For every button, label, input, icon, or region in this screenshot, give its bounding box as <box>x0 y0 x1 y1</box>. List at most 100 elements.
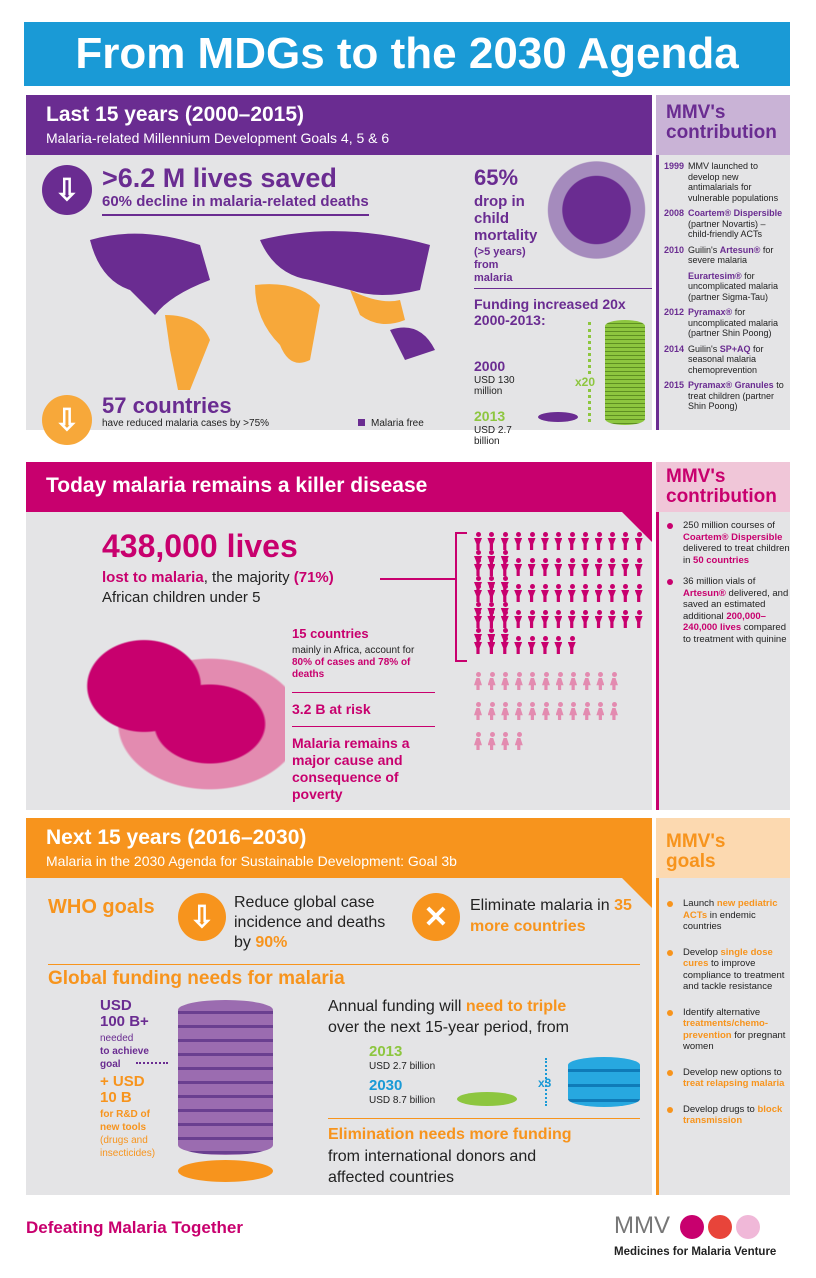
year-2013-b: 2013 <box>369 1043 403 1060</box>
section3-subtitle: Malaria in the 2030 Agenda for Sustainab… <box>46 853 457 869</box>
person-icon <box>594 558 604 576</box>
person-icon <box>527 636 537 654</box>
person-icon <box>540 584 550 602</box>
timeline-pre: Guilin's <box>688 244 720 255</box>
countries-15-bold: 80% of cases and 78% of deaths <box>292 657 411 680</box>
person-female-icon <box>500 672 511 690</box>
countries-15: 15 countries <box>292 626 369 641</box>
pictogram-row-male <box>473 532 653 558</box>
person-icon <box>553 610 563 628</box>
bullet-b: Coartem® Dispersible <box>683 531 783 543</box>
person-female-icon <box>514 702 525 720</box>
timeline-text: Pyramax® Granules to treat children (par… <box>688 380 787 412</box>
person-icon <box>634 584 644 602</box>
value-2030: USD 8.7 billion <box>369 1095 436 1106</box>
person-female-icon <box>595 702 606 720</box>
mmv-timeline: 1999 MMV launched to develop new antimala… <box>656 155 790 430</box>
mmv-logo: MMV <box>614 1212 670 1239</box>
person-icon <box>473 628 483 646</box>
person-icon <box>513 532 523 550</box>
annual-b: need to triple <box>465 998 567 1015</box>
mmv-contribution-title-2: MMV's contribution <box>666 466 777 507</box>
person-icon <box>486 628 496 646</box>
year-2030: 2030 <box>369 1077 403 1094</box>
pictogram-row-male <box>473 636 653 662</box>
person-icon <box>486 584 496 602</box>
timeline-year: 2010 <box>664 244 685 255</box>
goal-c: in endemic countries <box>683 909 756 933</box>
map-legend: Malaria free <box>358 418 424 429</box>
person-female-icon <box>487 732 498 750</box>
child-pct: 65% <box>474 165 519 190</box>
person-female-icon <box>500 732 511 750</box>
person-icon <box>580 610 590 628</box>
goal-item: Develop drugs to block transmission <box>659 1104 790 1127</box>
pictogram-row-female <box>473 732 653 762</box>
annual-line-1: Annual funding will need to triple <box>328 996 648 1017</box>
section3-title: Next 15 years (2016–2030) <box>46 826 307 849</box>
person-icon <box>473 610 483 628</box>
goal-a: Develop <box>683 946 721 958</box>
person-icon <box>500 576 510 594</box>
timeline-year: 2012 <box>664 307 685 317</box>
contribution-item: 250 million courses of Coartem® Dispersi… <box>659 520 790 566</box>
value-2000: USD 130 million <box>474 375 515 397</box>
annual-line-2: over the next 15-year period, from <box>328 1019 570 1036</box>
goal-eliminate-count: 35 more countries <box>470 897 632 935</box>
person-icon <box>500 636 510 654</box>
person-female-icon <box>527 702 538 720</box>
person-icon <box>540 532 550 550</box>
person-icon <box>553 584 563 602</box>
person-icon <box>634 532 644 550</box>
person-icon <box>607 558 617 576</box>
person-icon <box>527 558 537 576</box>
down-arrow-icon: ⇩ <box>42 165 92 215</box>
person-icon <box>567 610 577 628</box>
mmv-contribution-header-2: MMV's contribution <box>656 462 790 512</box>
goal-b: new pediatric ACTs <box>683 898 778 921</box>
goal-b: block transmission <box>683 1103 783 1127</box>
timeline-text: Pyramax® for uncomplicated malaria (part… <box>688 307 787 339</box>
person-female-icon <box>541 702 552 720</box>
section3-header: Next 15 years (2016–2030) Malaria in the… <box>26 818 652 878</box>
timeline-item: 2012 Pyramax® for uncomplicated malaria (… <box>664 307 787 339</box>
person-icon <box>620 558 630 576</box>
person-icon <box>540 636 550 654</box>
timeline-item: 2015 Pyramax® Granules to treat children … <box>664 380 787 412</box>
coin-2013-icon <box>457 1092 517 1106</box>
lives-lost: 438,000 lives <box>102 528 298 564</box>
person-icon <box>486 636 496 654</box>
person-icon <box>553 636 563 654</box>
year-2000: 2000 <box>474 358 506 374</box>
x-icon: ✕ <box>412 893 460 941</box>
value-2013-b: USD 2.7 billion <box>369 1061 436 1072</box>
mmv-contribution-header-1: MMV's contribution <box>656 95 790 155</box>
person-icon <box>607 610 617 628</box>
timeline-text: Guilin's SP+AQ for seasonal malaria chem… <box>688 344 787 376</box>
timeline-year: 1999 <box>664 161 685 171</box>
person-female-icon <box>609 702 620 720</box>
goal-b: treatments/chemo-prevention <box>683 1018 768 1041</box>
arrow-up-blue-icon <box>545 1058 547 1106</box>
person-female-icon <box>595 672 606 690</box>
arrow-right-icon <box>136 1062 168 1064</box>
person-icon <box>513 584 523 602</box>
mmv-contribution-title: MMV's contribution <box>666 102 777 143</box>
countries-text: have reduced malaria cases by >75% <box>102 418 270 429</box>
needed-text: needed <box>100 1033 134 1044</box>
goal-reduce: Reduce global case incidence and deaths … <box>234 893 404 953</box>
goal-b: treat relapsing malaria <box>683 1078 785 1089</box>
org-name: Medicines for Malaria Venture <box>614 1246 777 1258</box>
timeline-product: Pyramax® <box>688 307 733 317</box>
timeline-year: 2014 <box>664 343 685 354</box>
mmv-logo-circles-icon <box>680 1215 790 1239</box>
timeline-year: 2015 <box>664 380 685 390</box>
goal-eliminate: Eliminate malaria in 35 more countries <box>470 895 650 937</box>
pictogram <box>473 532 653 762</box>
person-icon <box>500 558 510 576</box>
mmv-contribution-list-2: 250 million courses of Coartem® Dispersi… <box>656 512 790 810</box>
goal-reduce-pct: 90% <box>255 934 288 951</box>
x20-label: x20 <box>575 375 596 389</box>
person-icon <box>594 584 604 602</box>
person-female-icon <box>473 672 484 690</box>
